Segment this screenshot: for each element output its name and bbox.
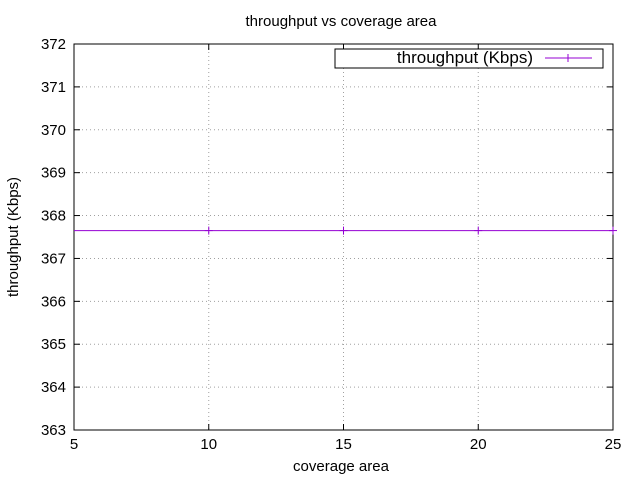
data-point <box>339 226 348 235</box>
y-tick-label: 365 <box>41 336 66 353</box>
legend-box <box>334 48 604 69</box>
x-axis-label: coverage area <box>293 458 390 475</box>
series-layer <box>74 226 617 235</box>
y-tick-label: 370 <box>41 122 66 139</box>
grid-layer <box>74 44 613 430</box>
x-tick-label: 5 <box>70 436 78 453</box>
y-tick-label: 368 <box>41 208 66 225</box>
legend: throughput (Kbps) <box>334 48 604 69</box>
chart-title: throughput vs coverage area <box>246 13 438 30</box>
y-tick-label: 371 <box>41 79 66 96</box>
y-tick-label: 372 <box>41 36 66 53</box>
y-axis-label: throughput (Kbps) <box>5 177 22 297</box>
x-tick-label: 15 <box>335 436 352 453</box>
y-tick-label: 364 <box>41 379 66 396</box>
legend-label: throughput (Kbps) <box>397 48 533 67</box>
y-tick-label: 369 <box>41 165 66 182</box>
x-tick-label: 10 <box>200 436 217 453</box>
data-point <box>609 226 617 235</box>
y-tick-label: 367 <box>41 250 66 267</box>
y-tick-label: 363 <box>41 422 66 439</box>
data-point <box>474 226 483 235</box>
data-point <box>204 226 213 235</box>
x-tick-label: 25 <box>605 436 622 453</box>
x-tick-label: 20 <box>470 436 487 453</box>
y-tick-label: 366 <box>41 293 66 310</box>
legend-swatch <box>545 54 592 62</box>
ticks-layer: 5 10 15 20 25 363 364 365 366 367 368 369 370 371 372 <box>41 36 621 453</box>
